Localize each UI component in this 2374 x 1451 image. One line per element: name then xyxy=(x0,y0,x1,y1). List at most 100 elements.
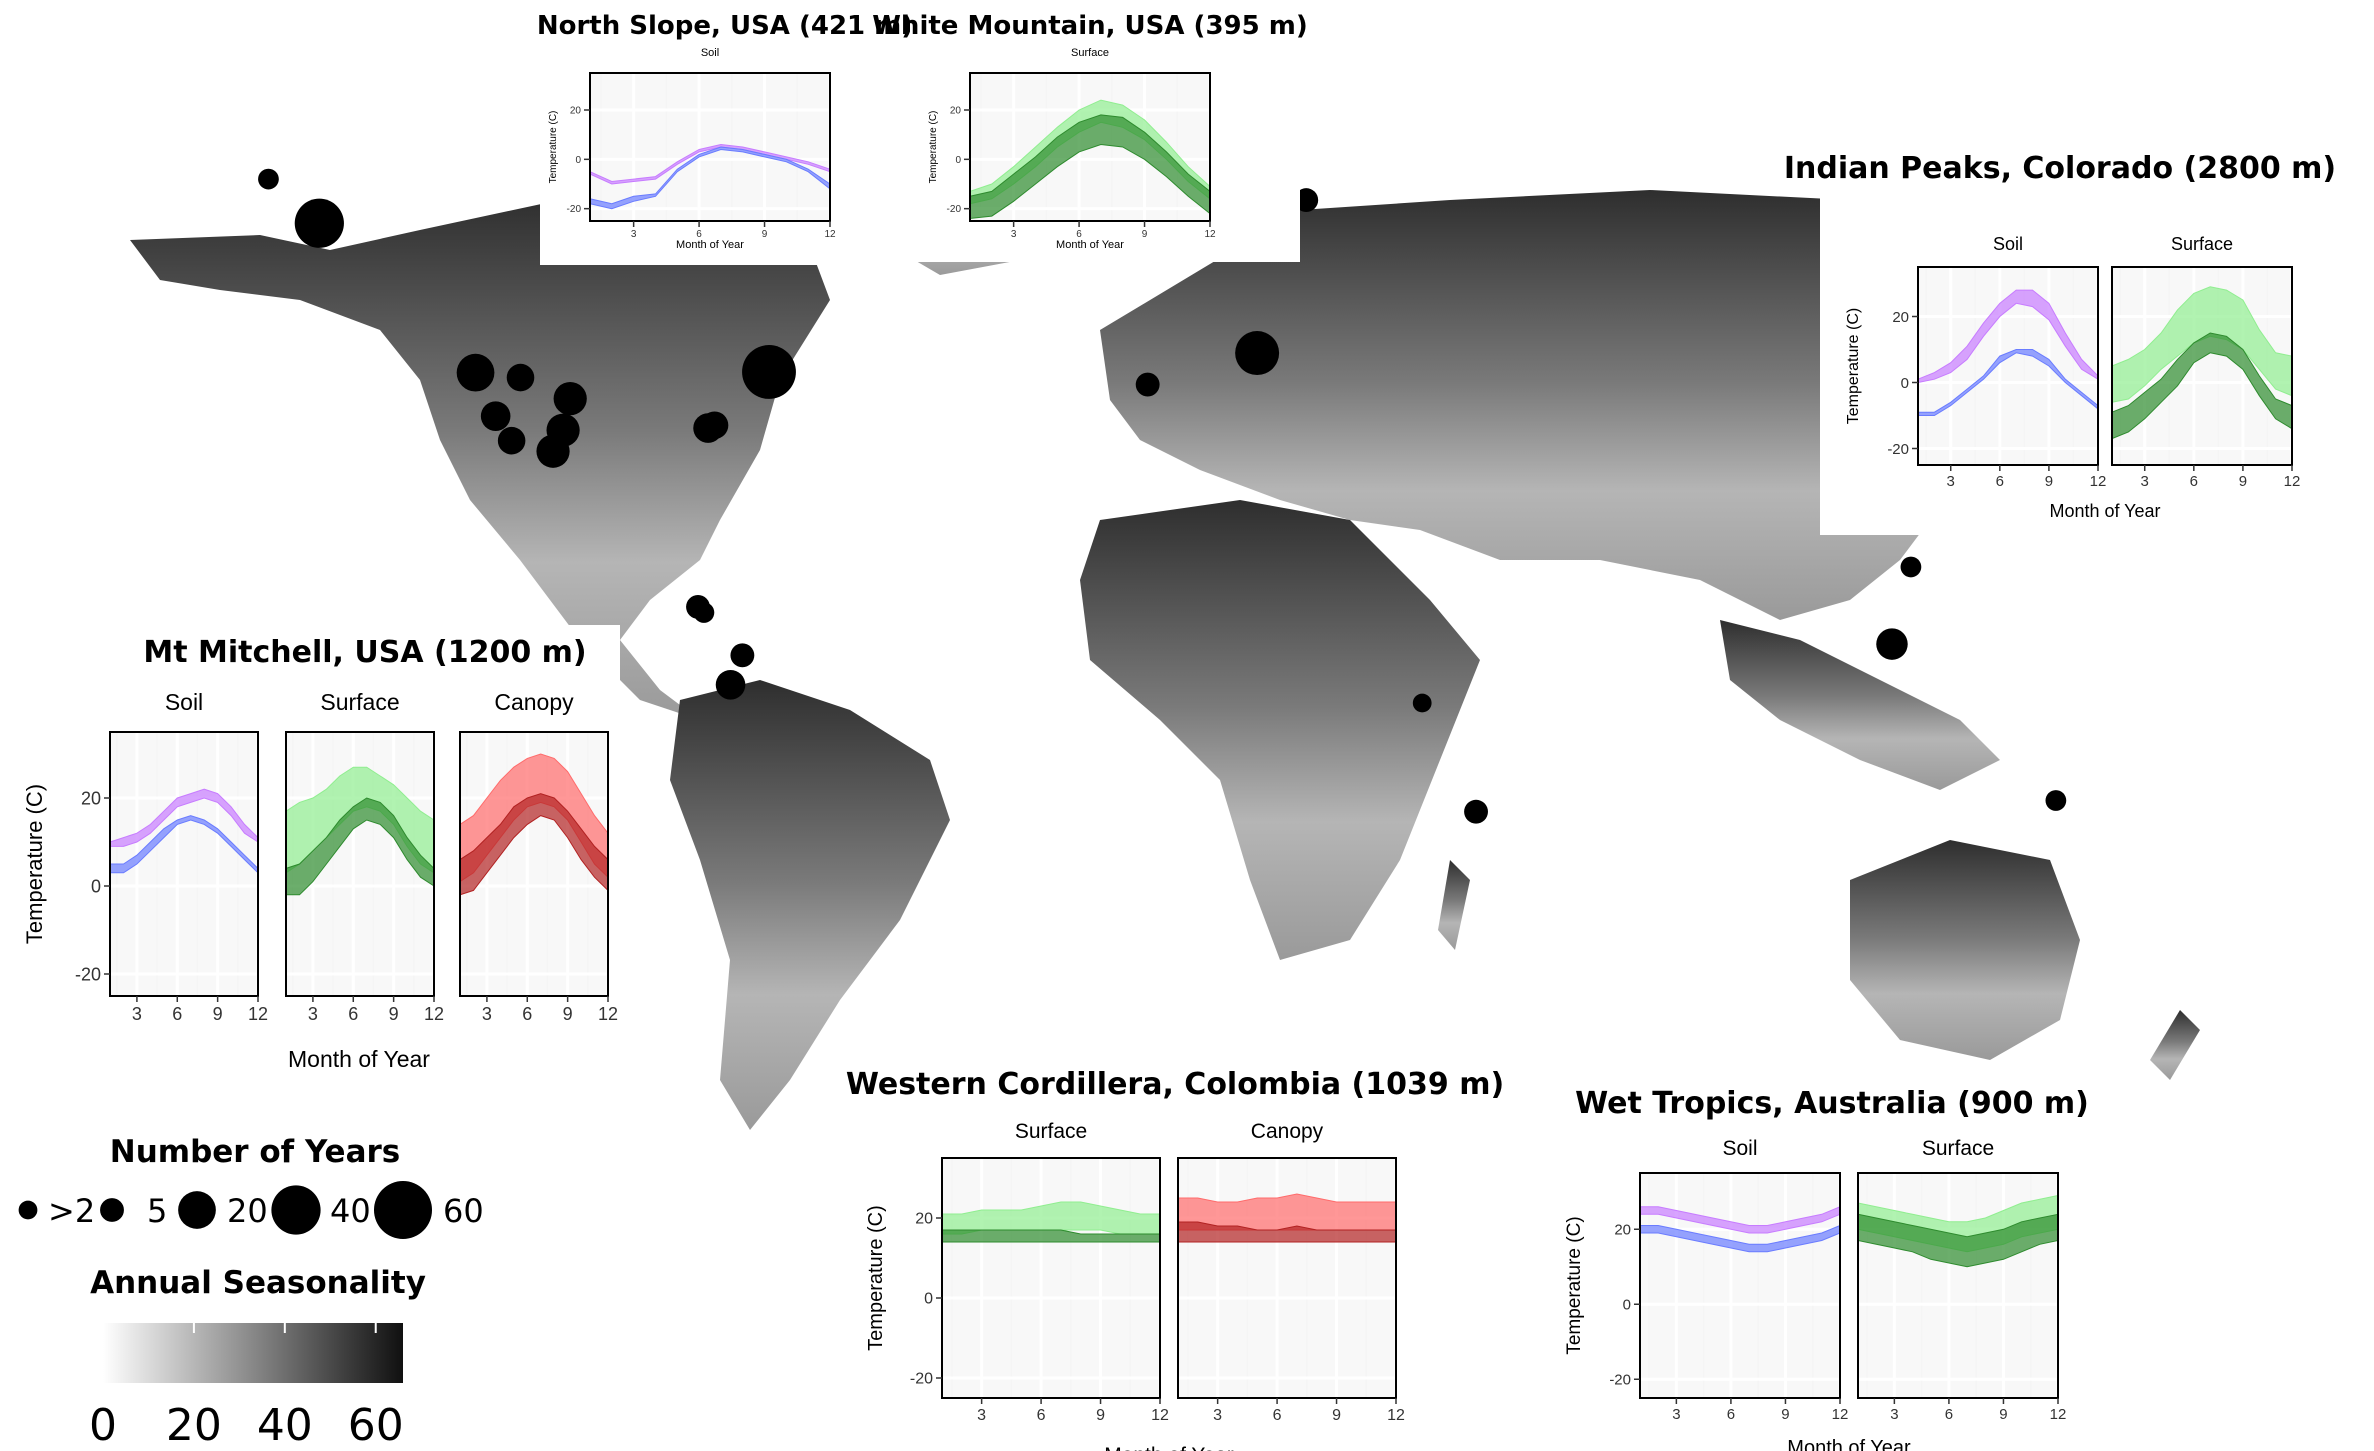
x-tick-label: 9 xyxy=(2239,473,2247,490)
site-dot xyxy=(715,669,746,700)
legend-years-dot xyxy=(100,1198,124,1222)
legend: Number of Years >2 5 20 40 60 Annual Seasona… xyxy=(18,1134,484,1451)
x-tick-label: 6 xyxy=(522,1004,532,1024)
y-tick-label: 20 xyxy=(950,106,962,117)
x-tick-label: 9 xyxy=(1781,1406,1789,1423)
site-dot xyxy=(553,382,587,416)
x-axis-title: Month of Year xyxy=(1787,1437,1911,1451)
facet-label: Surface xyxy=(1015,1120,1087,1143)
land-africa xyxy=(1080,500,1480,960)
x-tick-label: 6 xyxy=(1996,473,2004,490)
x-tick-label: 12 xyxy=(1204,229,1216,240)
y-tick-label: 0 xyxy=(575,155,581,166)
panel-border xyxy=(589,72,831,222)
legend-years-label: 60 xyxy=(443,1192,484,1230)
panel-border xyxy=(969,72,1211,222)
x-tick-label: 12 xyxy=(824,229,836,240)
site-dot xyxy=(1135,372,1160,397)
inset-title: North Slope, USA (421 m) xyxy=(537,11,913,41)
facet-label: Surface xyxy=(2171,234,2233,254)
land-north-america xyxy=(130,195,830,720)
legend-years-dot xyxy=(373,1180,433,1240)
site-dot xyxy=(1294,188,1319,213)
panel-border xyxy=(459,731,609,997)
seasonality-ticks: 0 20 40 60 xyxy=(89,1323,404,1451)
y-tick-label: 20 xyxy=(1614,1222,1631,1239)
facet-label: Soil xyxy=(1993,234,2023,254)
facet-label: Soil xyxy=(165,689,203,715)
y-axis-title: Temperature (C) xyxy=(22,784,47,944)
y-tick-label: 0 xyxy=(924,1291,933,1308)
y-tick-label: 0 xyxy=(1901,375,1909,392)
land-australia xyxy=(1850,840,2080,1060)
x-tick-label: 12 xyxy=(2050,1406,2067,1423)
inset-north-slope: North Slope, USA (421 m) Soil 3 6 9 12 -20 0 20… xyxy=(537,0,913,265)
x-tick-label: 12 xyxy=(2284,473,2301,490)
x-tick-label: 6 xyxy=(1037,1407,1046,1424)
seasonality-tick-label: 20 xyxy=(166,1400,222,1451)
x-tick-label: 9 xyxy=(762,229,768,240)
site-dot xyxy=(258,168,279,190)
panel-border xyxy=(2111,266,2293,466)
x-tick-label: 3 xyxy=(308,1004,318,1024)
y-tick-label: 0 xyxy=(1623,1297,1631,1314)
y-tick-label: -20 xyxy=(567,204,582,215)
x-tick-label: 3 xyxy=(631,229,637,240)
y-axis-title: Temperature (C) xyxy=(1845,308,1862,424)
land-se-asia xyxy=(1720,620,2000,790)
site-dot xyxy=(742,345,796,399)
y-axis-title: Temperature (C) xyxy=(1564,1216,1585,1354)
facet-panel-surface: Surface 3 6 9 12 xyxy=(1857,1137,2067,1423)
site-dot xyxy=(294,198,344,248)
legend-years-dot xyxy=(178,1191,216,1229)
inset-title: Wet Tropics, Australia (900 m) xyxy=(1575,1086,2089,1121)
facet-panel-soil: Soil 3 6 9 12 -20 0 20 xyxy=(567,47,836,240)
x-tick-label: 12 xyxy=(598,1004,618,1024)
y-tick-label: 0 xyxy=(955,155,961,166)
site-dot xyxy=(1900,556,1922,578)
y-tick-label: 20 xyxy=(915,1211,933,1228)
x-tick-label: 9 xyxy=(389,1004,399,1024)
y-tick-label: -20 xyxy=(1609,1372,1631,1389)
land-madagascar xyxy=(1438,860,1470,950)
x-tick-label: 9 xyxy=(2045,473,2053,490)
facet-panel-surface: Surface 3 6 9 12 -20 0 20 xyxy=(947,47,1216,240)
legend-years-label: 5 xyxy=(147,1192,167,1230)
facet-panel-canopy: Canopy 3 6 9 12 xyxy=(459,689,618,1024)
x-tick-label: 3 xyxy=(1947,473,1955,490)
x-axis-title: Month of Year xyxy=(1056,239,1124,251)
x-tick-label: 12 xyxy=(1387,1407,1405,1424)
site-dot xyxy=(497,426,526,455)
x-tick-label: 6 xyxy=(1945,1406,1953,1423)
x-tick-label: 12 xyxy=(1151,1407,1169,1424)
inset-charts: Soil 3 6 9 12 -20 0 20 Surface 3 6 9 12 Month of Year… xyxy=(1845,234,2300,521)
y-tick-label: -20 xyxy=(1887,441,1909,458)
site-dot xyxy=(506,363,535,392)
inset-charts: Surface 3 6 9 12 -20 0 20 Canopy 3 6 9 12 Month of Ye… xyxy=(865,1120,1405,1451)
site-dot xyxy=(730,643,755,668)
seasonality-tick-label: 40 xyxy=(257,1400,313,1451)
facet-label: Soil xyxy=(701,47,719,59)
x-axis-title: Month of Year xyxy=(288,1046,430,1072)
x-tick-label: 6 xyxy=(2190,473,2198,490)
y-tick-label: 20 xyxy=(1892,309,1909,326)
x-tick-label: 6 xyxy=(1273,1407,1282,1424)
site-dot xyxy=(1412,693,1432,713)
y-axis-title: Temperature (C) xyxy=(865,1205,887,1351)
x-tick-label: 6 xyxy=(1076,229,1082,240)
y-axis-title: Temperature (C) xyxy=(548,111,559,184)
site-dot xyxy=(480,401,511,431)
site-dot xyxy=(456,353,495,392)
inset-charts: Soil 3 6 9 12 -20 0 20 Month of Year Temperature … xyxy=(548,47,836,251)
legend-years-title: Number of Years xyxy=(110,1134,400,1170)
facet-label: Soil xyxy=(1722,1137,1757,1160)
inset-wet-tropics: Wet Tropics, Australia (900 m) Soil 3 6 9 12… xyxy=(1555,1075,2089,1451)
facet-panel-soil: Soil 3 6 9 12 -20 0 20 xyxy=(75,689,268,1024)
y-tick-label: -20 xyxy=(947,204,962,215)
panel-border xyxy=(1917,266,2099,466)
inset-western-cordillera: Western Cordillera, Colombia (1039 m) Su… xyxy=(846,1055,1504,1451)
legend-years-items: >2 5 20 40 60 xyxy=(18,1180,484,1240)
x-tick-label: 9 xyxy=(1096,1407,1105,1424)
inset-title: Western Cordillera, Colombia (1039 m) xyxy=(846,1067,1504,1102)
inset-mt-mitchell: Mt Mitchell, USA (1200 m) Soil 3 6 9 12 -20 0 2… xyxy=(15,625,620,1075)
